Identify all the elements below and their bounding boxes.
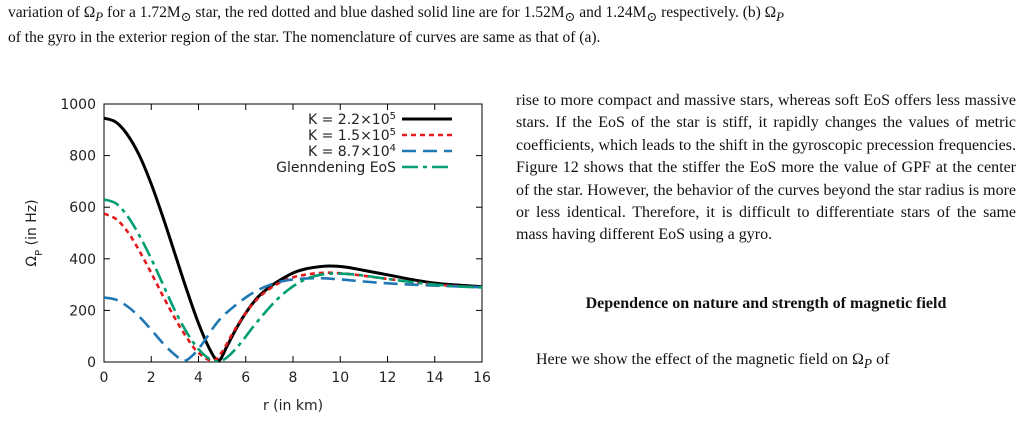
y-tick-label: 1000 xyxy=(60,97,96,113)
body-text: rise to more compact and massive stars, … xyxy=(516,90,1016,375)
y-tick-label: 200 xyxy=(69,303,96,319)
x-tick-label: 2 xyxy=(147,370,156,386)
body-next-paragraph: Here we show the effect of the magnetic … xyxy=(536,350,890,372)
series-line-1 xyxy=(104,116,482,362)
section-heading: Dependence on nature and strength of mag… xyxy=(585,294,947,312)
caption-line-1: variation of ΩP for a 1.72M⊙ star, the r… xyxy=(8,4,785,25)
x-tick-label: 14 xyxy=(426,370,444,386)
legend-label-1: K = 2.2×105 xyxy=(308,111,396,129)
series-line-4 xyxy=(104,198,482,362)
y-axis-label: ΩP (in Hz) xyxy=(24,199,45,266)
x-tick-label: 8 xyxy=(289,370,298,386)
x-tick-label: 12 xyxy=(379,370,397,386)
y-tick-label: 0 xyxy=(87,355,96,371)
y-tick-label: 800 xyxy=(69,149,96,165)
x-tick-label: 4 xyxy=(194,370,203,386)
x-tick-label: 10 xyxy=(331,370,349,386)
figure-chart: 0 2 4 6 8 10 12 14 16 0 200 400 600 800 1000 r (in km) Ω… xyxy=(0,88,500,438)
x-tick-label: 6 xyxy=(241,370,250,386)
x-axis-label: r (in km) xyxy=(263,398,323,414)
y-tick-label: 600 xyxy=(69,200,96,216)
legend-label-4: Glenndening EoS xyxy=(276,160,396,176)
series-line-3 xyxy=(104,276,482,362)
figure-caption: variation of ΩP for a 1.72M⊙ star, the r… xyxy=(8,2,1024,48)
x-tick-label: 16 xyxy=(473,370,491,386)
x-tick-label: 0 xyxy=(100,370,109,386)
chart-svg: 0 2 4 6 8 10 12 14 16 0 200 400 600 800 1000 r (in km) Ω… xyxy=(24,97,491,414)
y-tick-label: 400 xyxy=(69,252,96,268)
body-paragraph: rise to more compact and massive stars, … xyxy=(516,92,1016,244)
plot-frame xyxy=(103,103,483,363)
legend-label-2: K = 1.5×105 xyxy=(308,127,396,145)
legend-label-3: K = 8.7×104 xyxy=(308,143,396,161)
caption-line-2: of the gyro in the exterior region of th… xyxy=(8,29,601,47)
